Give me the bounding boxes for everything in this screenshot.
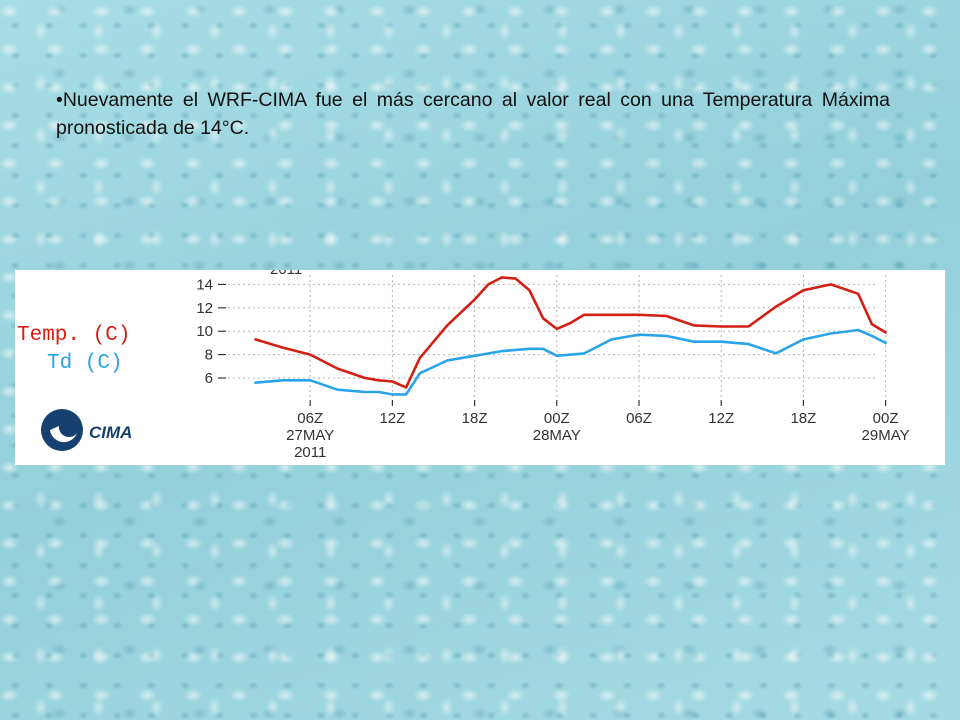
y-tick-label: 10	[196, 323, 213, 340]
cima-logo-icon	[41, 409, 83, 451]
x-tick-label: 06Z	[626, 410, 652, 427]
dewpoint-series-line	[254, 328, 887, 396]
x-tick-label: 29MAY	[862, 427, 910, 444]
y-tick-label: 6	[205, 370, 213, 387]
legend: Temp. (C) Td (C)	[17, 324, 130, 375]
legend-temp: Temp. (C)	[17, 324, 130, 347]
x-tick-label: 12Z	[379, 410, 405, 427]
top-year-label: 2011	[270, 270, 302, 278]
y-tick-label: 8	[205, 347, 213, 364]
x-tick-label: 06Z	[297, 410, 323, 427]
cima-logo: CIMA	[41, 409, 132, 451]
x-tick-label: 18Z	[790, 410, 816, 427]
x-tick-label: 28MAY	[533, 427, 581, 444]
x-tick-label: 00Z	[873, 410, 899, 427]
y-tick-label: 12	[196, 300, 213, 317]
meteogram-chart: 6 8 10 12 14 06Z 27MAY 2011 12Z 18Z 00Z 28MAY 06Z 12Z…	[15, 270, 945, 465]
legend-dewpoint: Td (C)	[47, 352, 123, 375]
x-tick-label: 2011	[294, 444, 326, 461]
x-tick-label: 00Z	[544, 410, 570, 427]
cima-logo-wave-icon	[50, 426, 77, 443]
x-tick-label: 18Z	[462, 410, 488, 427]
x-tick-label: 27MAY	[286, 427, 334, 444]
temp-series-line	[254, 276, 887, 389]
series-lines	[254, 276, 887, 396]
grid-lines	[228, 275, 887, 400]
bullet-text: •Nuevamente el WRF-CIMA fue el más cerca…	[56, 89, 890, 139]
cima-logo-text: CIMA	[89, 423, 132, 442]
y-tick-label: 14	[196, 276, 213, 293]
x-tick-label: 12Z	[708, 410, 734, 427]
